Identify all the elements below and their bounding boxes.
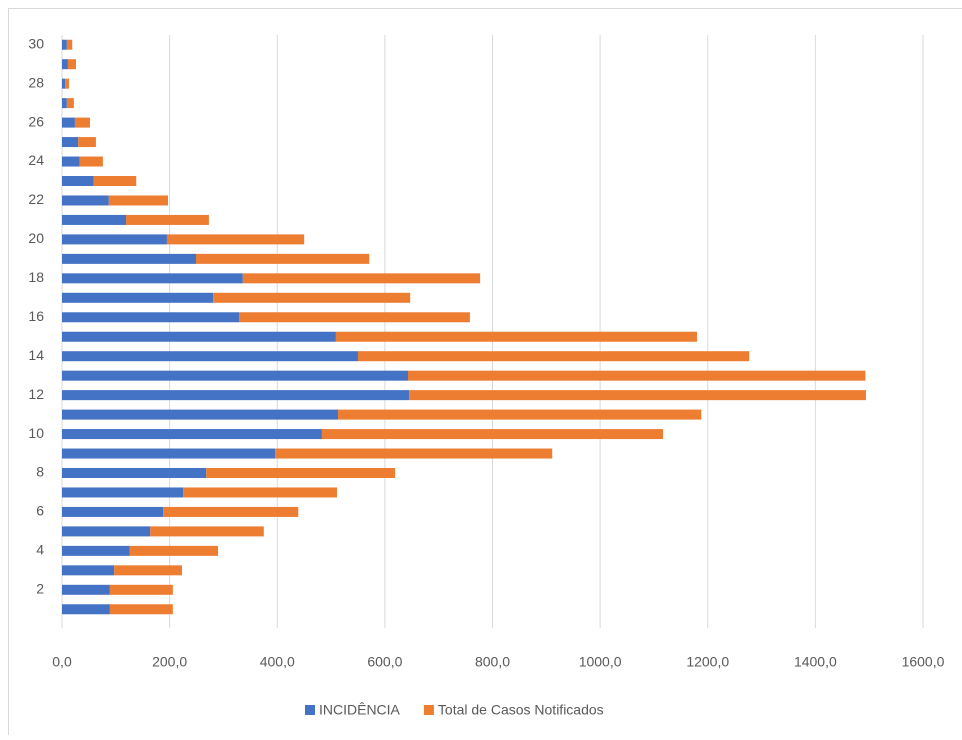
x-tick-label: 600,0	[367, 654, 402, 670]
x-tick-label: 200,0	[152, 654, 187, 670]
bar	[163, 507, 298, 517]
bar	[62, 157, 80, 167]
bar	[62, 390, 409, 400]
bar	[62, 487, 183, 497]
bar	[62, 312, 239, 322]
bar	[62, 565, 114, 575]
bar	[62, 546, 130, 556]
x-tick-label: 800,0	[475, 654, 510, 670]
y-tick-label: 26	[28, 113, 44, 129]
bar	[358, 351, 749, 361]
bar	[62, 98, 67, 108]
y-tick-label: 18	[28, 269, 44, 285]
y-tick-label: 4	[36, 542, 44, 558]
bar	[62, 273, 243, 283]
bar	[62, 137, 78, 147]
legend-swatch	[305, 705, 315, 715]
bar	[206, 468, 395, 478]
bar	[62, 332, 336, 342]
bar	[150, 526, 264, 536]
bar	[62, 468, 206, 478]
y-tick-label: 6	[36, 503, 44, 519]
y-tick-label: 14	[28, 347, 44, 363]
bar	[62, 195, 109, 205]
bar	[243, 273, 480, 283]
x-tick-label: 1000,0	[579, 654, 622, 670]
bar	[130, 546, 218, 556]
bar	[408, 371, 865, 381]
bar	[183, 487, 337, 497]
x-tick-label: 1200,0	[686, 654, 729, 670]
y-tick-label: 28	[28, 74, 44, 90]
bar	[62, 234, 167, 244]
bar	[62, 59, 68, 69]
bar	[213, 293, 410, 303]
bar	[239, 312, 470, 322]
bar	[275, 449, 552, 459]
bar	[338, 410, 701, 420]
bar	[75, 118, 90, 128]
bar	[80, 157, 103, 167]
y-tick-label: 22	[28, 191, 44, 207]
bar	[67, 98, 74, 108]
bar	[110, 585, 173, 595]
y-tick-label: 30	[28, 35, 44, 51]
x-tick-label: 400,0	[260, 654, 295, 670]
y-tick-label: 12	[28, 386, 44, 402]
y-tick-label: 8	[36, 464, 44, 480]
bar	[62, 293, 213, 303]
bar	[65, 79, 69, 89]
bar	[62, 449, 275, 459]
bar	[62, 604, 110, 614]
bar	[94, 176, 137, 186]
x-tick-label: 1400,0	[794, 654, 837, 670]
legend-swatch	[424, 705, 434, 715]
y-tick-label: 24	[28, 152, 44, 168]
bar	[62, 371, 408, 381]
bar	[109, 195, 168, 205]
bar	[62, 118, 75, 128]
y-tick-label: 2	[36, 581, 44, 597]
bar	[322, 429, 663, 439]
y-tick-label: 16	[28, 308, 44, 324]
bar	[336, 332, 697, 342]
bar	[62, 79, 65, 89]
bar	[126, 215, 209, 225]
bar	[62, 40, 67, 50]
bar	[62, 410, 338, 420]
bar	[196, 254, 369, 264]
bar	[62, 254, 196, 264]
bar	[62, 585, 110, 595]
bar	[409, 390, 866, 400]
bar	[62, 176, 94, 186]
bar	[62, 351, 358, 361]
x-tick-label: 1600,0	[902, 654, 945, 670]
bar	[167, 234, 304, 244]
bar	[67, 40, 72, 50]
bar	[62, 526, 150, 536]
y-tick-label: 10	[28, 425, 44, 441]
y-tick-label: 20	[28, 230, 44, 246]
bar	[62, 215, 126, 225]
bar	[114, 565, 182, 575]
legend-label: Total de Casos Notificados	[438, 702, 604, 718]
x-tick-label: 0,0	[52, 654, 72, 670]
bar	[62, 429, 322, 439]
bar	[62, 507, 163, 517]
bar	[68, 59, 76, 69]
bar	[110, 604, 173, 614]
bar	[78, 137, 96, 147]
legend-label: INCIDÊNCIA	[319, 702, 401, 718]
